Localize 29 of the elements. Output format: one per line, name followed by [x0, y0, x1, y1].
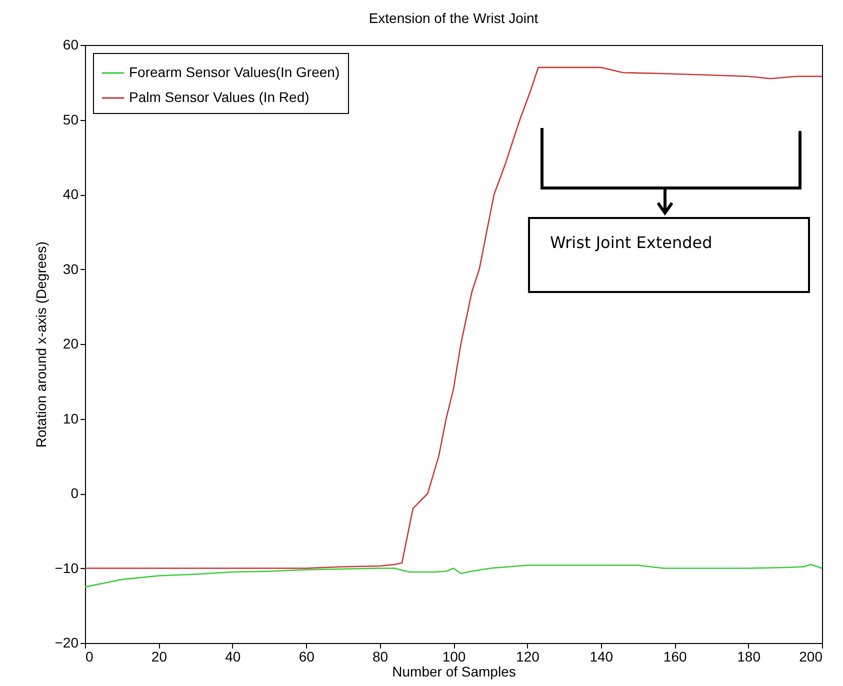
y-tick-label: 10	[62, 410, 79, 426]
y-tick-label: 60	[62, 36, 79, 52]
x-tick-label: 120	[516, 648, 540, 664]
x-tick-label: 160	[663, 648, 687, 664]
x-tick-label: 80	[372, 648, 388, 664]
x-tick-label: 0	[86, 648, 94, 664]
x-tick-label: 100	[442, 648, 466, 664]
x-axis-title: Number of Samples	[392, 664, 516, 680]
y-tick-label: 20	[62, 336, 79, 352]
y-tick-label: −10	[54, 560, 79, 576]
x-tick-label: 40	[225, 648, 241, 664]
legend-label: Forearm Sensor Values(In Green)	[129, 64, 340, 80]
line-series	[84, 564, 823, 588]
line-series	[84, 66, 823, 569]
y-tick-label: −20	[54, 634, 79, 650]
label-box: Wrist Joint Extended	[528, 217, 810, 293]
y-axis-title: Rotation around x-axis (Degrees)	[32, 241, 49, 448]
x-tick-label: 140	[590, 648, 614, 664]
annotation: Wrist Joint Extended	[550, 233, 712, 252]
x-tick-label: 60	[298, 648, 315, 664]
x-tick-label: 180	[737, 648, 761, 664]
legend-label: Palm Sensor Values (In Red)	[129, 89, 310, 105]
x-tick-label: 200	[799, 648, 823, 664]
y-tick-label: 50	[62, 111, 79, 128]
y-tick-label: 40	[62, 186, 79, 202]
chart-title: Extension of the Wrist Joint	[368, 10, 538, 26]
y-tick-label: 0	[70, 485, 79, 501]
x-tick-label: 20	[151, 648, 168, 664]
y-tick-label: 30	[62, 260, 79, 277]
